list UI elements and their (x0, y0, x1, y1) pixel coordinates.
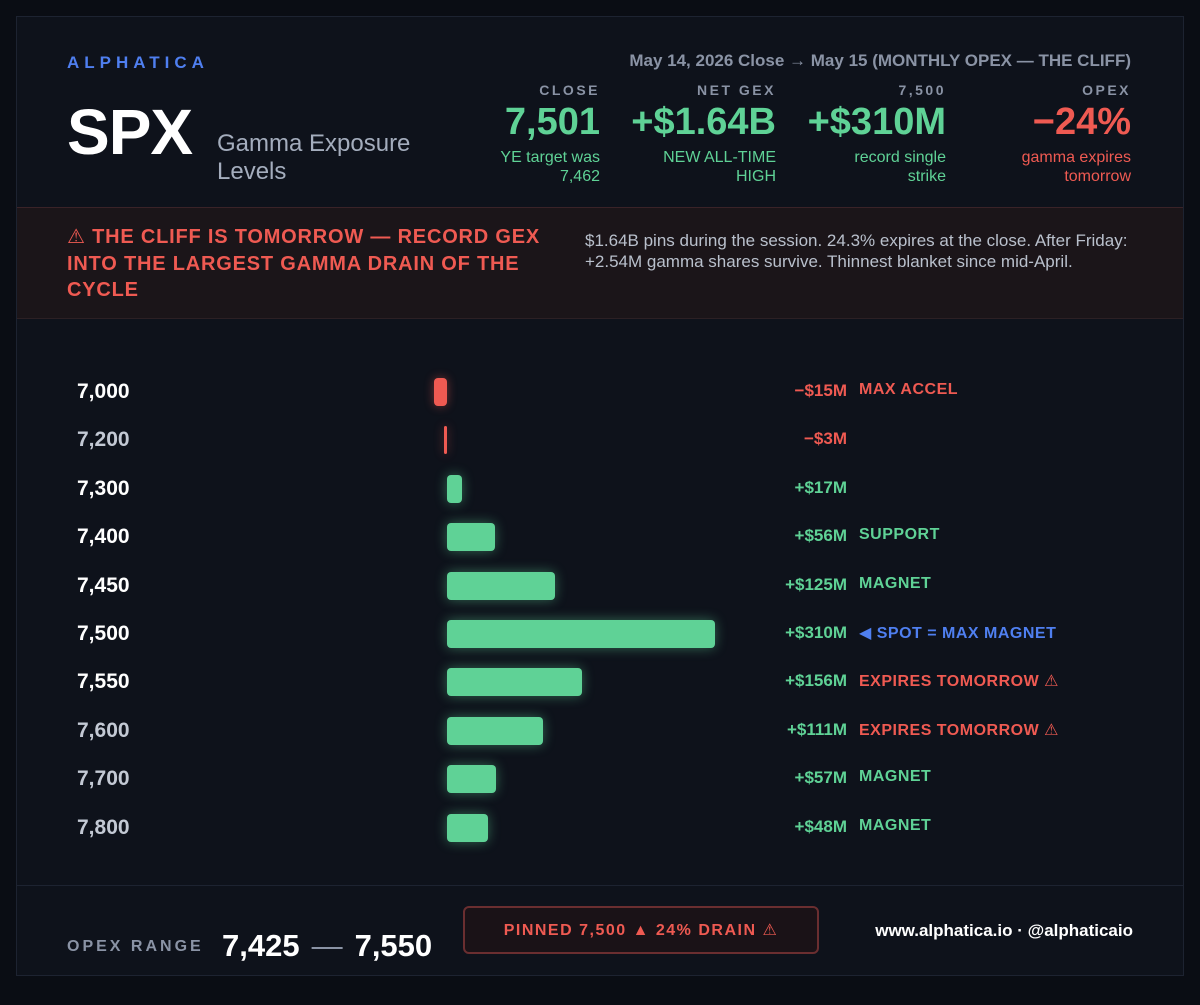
stat-subtext: NEW ALL-TIME HIGH (663, 149, 776, 185)
strike-tag: SUPPORT (859, 526, 940, 544)
gex-bar (447, 668, 582, 697)
strike-tag: MAGNET (859, 768, 932, 786)
strike-tag: EXPIRES TOMORROW ⚠ (859, 721, 1059, 739)
gex-bar (447, 813, 489, 842)
gex-value-label: +$156M (785, 671, 847, 691)
gex-value-label: +$310M (785, 623, 847, 642)
strike-label: 7,800 (77, 815, 130, 839)
brand-logo: ALPHATICA (67, 53, 209, 72)
stat-label: 7,500 (898, 82, 946, 98)
strike-tag: EXPIRES TOMORROW ⚠ (859, 673, 1059, 691)
opex-range-label: OPEX RANGE (67, 938, 204, 955)
alert-banner: ⚠ THE CLIFF IS TOMORROW — RECORD GEX INT… (17, 207, 1183, 319)
gex-bar (447, 765, 497, 794)
gex-bar (447, 620, 715, 648)
stat-subtext: YE target was 7,462 (500, 149, 600, 185)
gex-bar (447, 571, 556, 600)
strike-label: 7,000 (77, 380, 130, 403)
range-low: 7,425 (222, 928, 300, 963)
strike-label: 7,700 (77, 767, 130, 791)
stat-subtext: record single strike (854, 149, 946, 185)
range-separator: — (311, 928, 343, 963)
stat-strike: 7,500 +$310M record single strike (808, 82, 946, 186)
strike-label: 7,300 (77, 476, 130, 500)
strike-tag: MAX ACCEL (859, 381, 959, 398)
gex-bar (447, 474, 462, 503)
stat-value: 7,501 (504, 101, 600, 143)
gex-bar (447, 523, 496, 552)
gex-value-label: +$48M (794, 816, 847, 836)
strike-tag: MAGNET (859, 574, 932, 592)
gex-value-label: −$15M (794, 381, 847, 400)
stat-value: +$310M (807, 101, 946, 143)
gex-value-label: −$3M (804, 429, 847, 449)
range-high: 7,550 (354, 928, 433, 963)
stat-value: +$1.64B (631, 101, 776, 143)
stat-opex: OPEX −24% gamma expires tomorrow (1001, 82, 1131, 186)
stat-subtext: gamma expires tomorrow (1021, 149, 1131, 185)
strike-label: 7,450 (77, 573, 130, 597)
strike-label: 7,400 (77, 525, 130, 549)
dateline: May 14, 2026 Close → May 15 (MONTHLY OPE… (629, 51, 1131, 70)
gex-bar (444, 426, 447, 455)
gex-value-label: +$111M (786, 719, 847, 739)
opex-range-value: 7,425 — 7,550 (222, 928, 432, 964)
gex-value-label: +$56M (794, 526, 847, 546)
stat-label: CLOSE (539, 82, 600, 98)
alert-title: ⚠ THE CLIFF IS TOMORROW — RECORD GEX INT… (67, 226, 541, 301)
gex-value-label: +$57M (794, 768, 847, 788)
gex-value-label: +$125M (785, 574, 847, 594)
pinned-badge: PINNED 7,500 ▲ 24% DRAIN ⚠ (463, 906, 819, 954)
stat-value: −24% (1032, 101, 1131, 143)
credits: www.alphatica.io · @alphaticaio (875, 921, 1133, 940)
strike-label: 7,550 (77, 670, 130, 694)
alert-body: $1.64B pins during the session. 24.3% ex… (585, 231, 1128, 271)
stat-close: CLOSE 7,501 YE target was 7,462 (480, 82, 600, 186)
infographic-card: ALPHATICA SPX Gamma Exposure Levels May … (16, 16, 1184, 976)
ticker-symbol: SPX (67, 96, 193, 168)
gex-value-label: +$17M (794, 477, 847, 497)
strike-label: 7,600 (77, 718, 130, 742)
gex-bar (434, 378, 447, 406)
strike-label: 7,500 (77, 622, 130, 645)
stat-net-gex: NET GEX +$1.64B NEW ALL-TIME HIGH (631, 82, 776, 186)
stat-label: NET GEX (697, 82, 776, 98)
strike-label: 7,200 (77, 428, 130, 452)
page-subtitle: Gamma Exposure Levels (217, 130, 411, 185)
stat-label: OPEX (1082, 82, 1131, 98)
strike-tag: ◀ SPOT = MAX MAGNET (859, 625, 1057, 642)
gex-bar (447, 716, 543, 745)
footer: OPEX RANGE 7,425 — 7,550 PINNED 7,500 ▲ 24… (17, 885, 1183, 975)
strike-tag: MAGNET (859, 816, 932, 834)
